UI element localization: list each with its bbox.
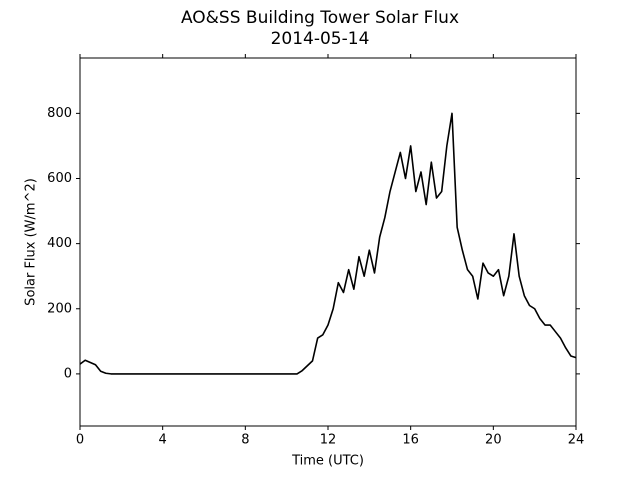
x-axis-label: Time (UTC) [291,454,364,469]
chart-subtitle: 2014-05-14 [271,29,370,49]
x-tick-label: 4 [159,433,167,448]
chart-title: AO&SS Building Tower Solar Flux [181,8,459,28]
plot-frame [79,57,577,427]
x-tick-label: 16 [402,433,419,448]
x-tick-label: 20 [485,433,502,448]
y-tick-label: 0 [64,366,72,381]
y-tick-label: 800 [47,106,72,121]
y-tick-label: 600 [47,171,72,186]
y-tick-label: 400 [47,236,72,251]
y-axis-label: Solar Flux (W/m^2) [24,178,39,306]
y-tick-label: 200 [47,301,72,316]
x-tick-label: 8 [241,433,249,448]
line [79,112,577,375]
x-tick-label: 0 [76,433,84,448]
x-tick-label: 12 [320,433,337,448]
x-tick-label: 24 [568,433,585,448]
